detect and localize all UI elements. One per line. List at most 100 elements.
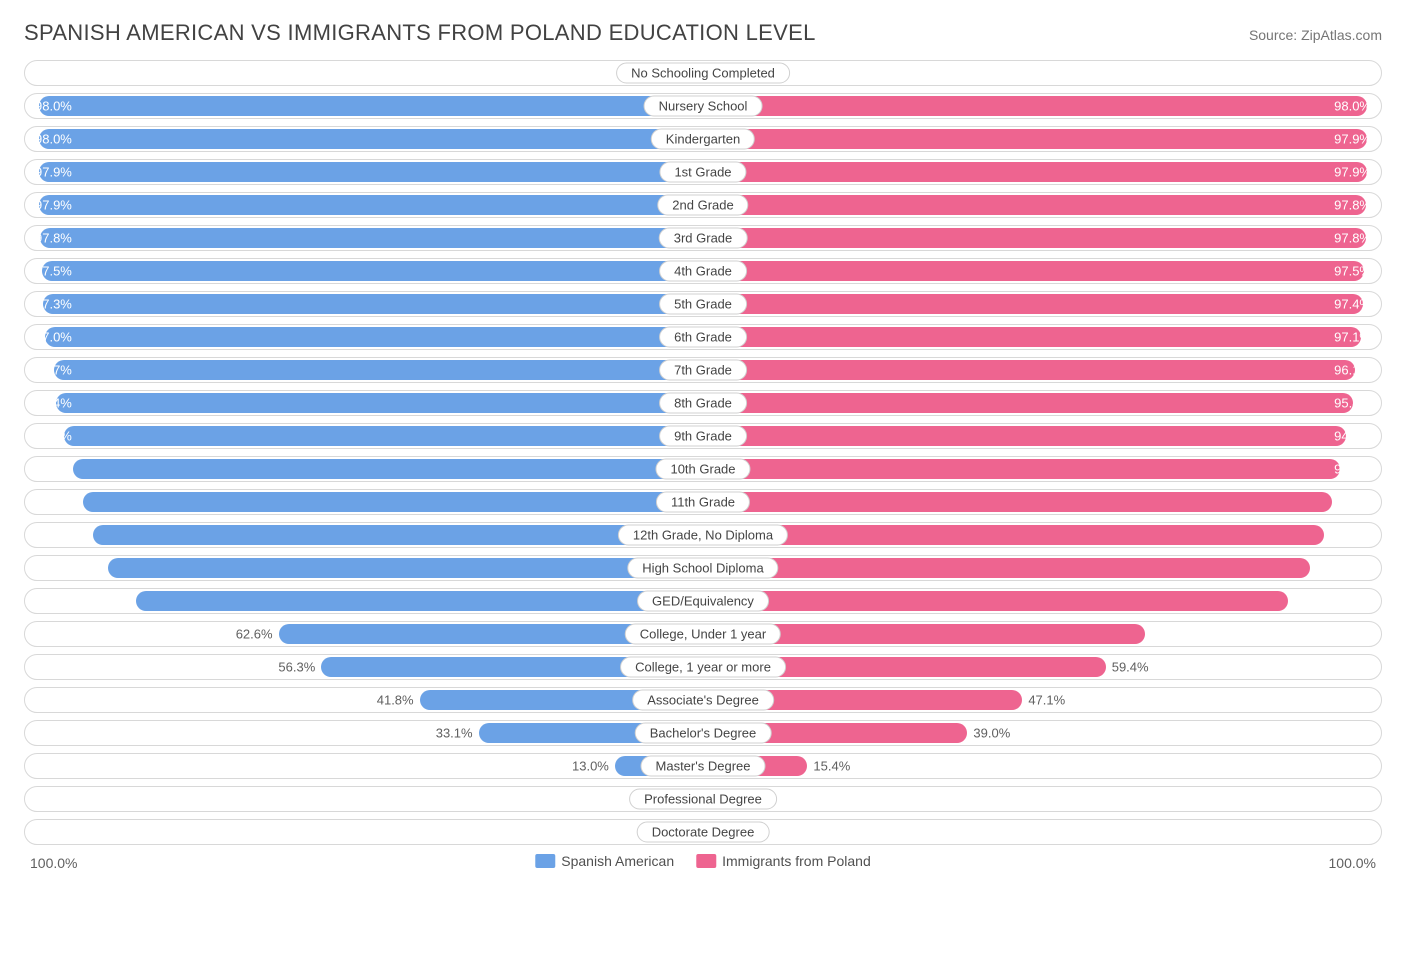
- bar-left: [45, 327, 703, 347]
- chart-row: 41.8%47.1%Associate's Degree: [24, 687, 1382, 713]
- bar-right: [703, 558, 1310, 578]
- value-label-left: 97.5%: [35, 264, 72, 279]
- chart-row: 2.1%2.1%No Schooling Completed: [24, 60, 1382, 86]
- chart-row: 98.0%97.9%Kindergarten: [24, 126, 1382, 152]
- value-label-left: 97.8%: [35, 231, 72, 246]
- value-label-right: 89.5%: [1334, 561, 1371, 576]
- bar-left: [39, 162, 703, 182]
- value-label-right: 65.2%: [1334, 627, 1371, 642]
- category-label: Bachelor's Degree: [635, 723, 772, 744]
- chart-row: 94.2%94.9%9th Grade: [24, 423, 1382, 449]
- value-label-left: 97.0%: [35, 330, 72, 345]
- value-label-right: 86.3%: [1334, 594, 1371, 609]
- bar-right: [703, 393, 1353, 413]
- bar-right: [703, 96, 1367, 116]
- value-label-right: 91.6%: [1334, 528, 1371, 543]
- legend-label-left: Spanish American: [561, 853, 674, 869]
- chart-row: 89.9% 91.6% 12th Grade, No Diploma: [24, 522, 1382, 548]
- value-label-left: 56.3%: [278, 660, 315, 675]
- category-label: No Schooling Completed: [616, 63, 790, 84]
- value-label-right: 92.8%: [1334, 495, 1371, 510]
- bar-left: [39, 195, 703, 215]
- bar-left: [64, 426, 703, 446]
- value-label-left: 87.7%: [35, 561, 72, 576]
- value-label-left: 13.0%: [572, 759, 609, 774]
- chart-row: 97.9%97.9%1st Grade: [24, 159, 1382, 185]
- chart-row: 62.6% 65.2% College, Under 1 year: [24, 621, 1382, 647]
- value-label-right: 97.1%: [1334, 330, 1371, 345]
- source-prefix: Source:: [1249, 27, 1301, 43]
- category-label: Associate's Degree: [632, 690, 774, 711]
- value-label-left: 41.8%: [377, 693, 414, 708]
- chart-row: 97.3% 97.4% 5th Grade: [24, 291, 1382, 317]
- bar-left: [42, 261, 703, 281]
- value-label-left: 97.3%: [35, 297, 72, 312]
- chart-title: SPANISH AMERICAN VS IMMIGRANTS FROM POLA…: [24, 20, 816, 46]
- category-label: 5th Grade: [659, 294, 747, 315]
- chart-row: 87.7% 89.5% High School Diploma: [24, 555, 1382, 581]
- bar-left: [43, 294, 703, 314]
- category-label: 12th Grade, No Diploma: [618, 525, 788, 546]
- chart-row: 33.1%39.0%Bachelor's Degree: [24, 720, 1382, 746]
- chart-row: 97.8%97.8%3rd Grade: [24, 225, 1382, 251]
- value-label-right: 98.0%: [1334, 99, 1371, 114]
- value-label-right: 97.8%: [1334, 198, 1371, 213]
- bar-right: [703, 360, 1355, 380]
- category-label: High School Diploma: [627, 558, 778, 579]
- category-label: GED/Equivalency: [637, 591, 769, 612]
- chart-row: 97.5%97.5%4th Grade: [24, 258, 1382, 284]
- bar-left: [40, 228, 703, 248]
- value-label-left: 62.6%: [236, 627, 273, 642]
- chart-row: 13.0%15.4%Master's Degree: [24, 753, 1382, 779]
- bar-right: [703, 294, 1363, 314]
- legend-item-right: Immigrants from Poland: [696, 853, 871, 869]
- bar-left: [73, 459, 703, 479]
- chart-source: Source: ZipAtlas.com: [1249, 27, 1382, 43]
- value-label-right: 97.9%: [1334, 165, 1371, 180]
- bar-left: [56, 393, 703, 413]
- chart-row: 98.0%98.0%Nursery School: [24, 93, 1382, 119]
- value-label-left: 91.4%: [35, 495, 72, 510]
- bar-left: [39, 96, 703, 116]
- chart-row: 3.9%4.3%Professional Degree: [24, 786, 1382, 812]
- bar-left: [39, 129, 703, 149]
- value-label-left: 95.7%: [35, 363, 72, 378]
- category-label: 2nd Grade: [657, 195, 748, 216]
- bar-right: [703, 129, 1367, 149]
- bar-right: [703, 459, 1340, 479]
- category-label: 7th Grade: [659, 360, 747, 381]
- value-label-right: 97.4%: [1334, 297, 1371, 312]
- bar-right: [703, 591, 1288, 611]
- category-label: College, Under 1 year: [625, 624, 781, 645]
- chart-row: 1.7%1.7%Doctorate Degree: [24, 819, 1382, 845]
- category-label: 9th Grade: [659, 426, 747, 447]
- bar-right: [703, 525, 1324, 545]
- source-name: ZipAtlas.com: [1301, 27, 1382, 43]
- value-label-left: 89.9%: [35, 528, 72, 543]
- axis-left-label: 100.0%: [30, 855, 77, 871]
- category-label: Nursery School: [644, 96, 763, 117]
- chart-footer: 100.0% Spanish American Immigrants from …: [24, 851, 1382, 875]
- category-label: Master's Degree: [641, 756, 766, 777]
- chart-row: 97.0%97.1%6th Grade: [24, 324, 1382, 350]
- bar-right: [703, 195, 1366, 215]
- chart-row: 83.6%86.3%GED/Equivalency: [24, 588, 1382, 614]
- category-label: 8th Grade: [659, 393, 747, 414]
- category-label: 4th Grade: [659, 261, 747, 282]
- category-label: Kindergarten: [651, 129, 755, 150]
- bar-right: [703, 228, 1366, 248]
- legend-swatch-right: [696, 854, 716, 868]
- bar-right: [703, 492, 1332, 512]
- value-label-left: 92.9%: [35, 462, 72, 477]
- value-label-left: 94.2%: [35, 429, 72, 444]
- bar-right: [703, 261, 1364, 281]
- category-label: 1st Grade: [659, 162, 746, 183]
- bar-right: [703, 426, 1346, 446]
- value-label-right: 97.8%: [1334, 231, 1371, 246]
- bar-left: [54, 360, 703, 380]
- value-label-right: 97.9%: [1334, 132, 1371, 147]
- value-label-right: 59.4%: [1112, 660, 1149, 675]
- category-label: 10th Grade: [655, 459, 750, 480]
- bar-left: [83, 492, 703, 512]
- bar-left: [136, 591, 703, 611]
